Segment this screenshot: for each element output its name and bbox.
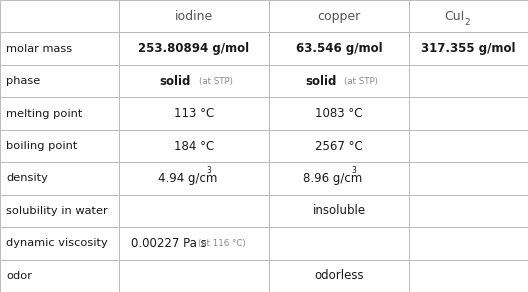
- Text: density: density: [6, 173, 48, 183]
- Bar: [0, 97, 119, 130]
- Bar: [269, 162, 409, 195]
- Bar: [409, 227, 528, 260]
- Text: 3: 3: [352, 166, 356, 175]
- Text: copper: copper: [318, 10, 361, 23]
- Text: molar mass: molar mass: [6, 44, 72, 54]
- Text: odor: odor: [6, 271, 32, 281]
- Bar: [269, 227, 409, 260]
- Text: 4.94 g/cm: 4.94 g/cm: [158, 172, 218, 185]
- Bar: [0, 65, 119, 97]
- Text: 317.355 g/mol: 317.355 g/mol: [421, 42, 516, 55]
- Bar: [409, 65, 528, 97]
- Bar: [119, 130, 269, 162]
- Text: insoluble: insoluble: [313, 204, 366, 217]
- Bar: [269, 65, 409, 97]
- Bar: [409, 130, 528, 162]
- Bar: [119, 260, 269, 292]
- Text: (at STP): (at STP): [199, 77, 233, 86]
- Text: dynamic viscosity: dynamic viscosity: [6, 238, 108, 248]
- Bar: [269, 260, 409, 292]
- Bar: [269, 32, 409, 65]
- Text: melting point: melting point: [6, 109, 83, 119]
- Text: 1083 °C: 1083 °C: [316, 107, 363, 120]
- Bar: [269, 195, 409, 227]
- Bar: [0, 32, 119, 65]
- Bar: [0, 0, 119, 32]
- Bar: [119, 97, 269, 130]
- Text: CuI: CuI: [444, 10, 465, 23]
- Bar: [0, 195, 119, 227]
- Bar: [119, 162, 269, 195]
- Text: 113 °C: 113 °C: [174, 107, 214, 120]
- Text: solubility in water: solubility in water: [6, 206, 108, 216]
- Bar: [119, 32, 269, 65]
- Bar: [119, 227, 269, 260]
- Bar: [0, 260, 119, 292]
- Bar: [409, 32, 528, 65]
- Bar: [119, 0, 269, 32]
- Text: 8.96 g/cm: 8.96 g/cm: [303, 172, 363, 185]
- Text: solid: solid: [305, 75, 336, 88]
- Text: 3: 3: [206, 166, 211, 175]
- Text: 184 °C: 184 °C: [174, 140, 214, 152]
- Text: 0.00227 Pa s: 0.00227 Pa s: [131, 237, 206, 250]
- Bar: [409, 162, 528, 195]
- Text: solid: solid: [160, 75, 191, 88]
- Text: boiling point: boiling point: [6, 141, 78, 151]
- Text: 63.546 g/mol: 63.546 g/mol: [296, 42, 383, 55]
- Text: 253.80894 g/mol: 253.80894 g/mol: [138, 42, 250, 55]
- Text: (at 116 °C): (at 116 °C): [197, 239, 246, 248]
- Bar: [409, 195, 528, 227]
- Bar: [409, 0, 528, 32]
- Bar: [269, 130, 409, 162]
- Text: phase: phase: [6, 76, 41, 86]
- Bar: [409, 97, 528, 130]
- Text: iodine: iodine: [175, 10, 213, 23]
- Text: 2567 °C: 2567 °C: [315, 140, 363, 152]
- Bar: [269, 97, 409, 130]
- Bar: [0, 162, 119, 195]
- Bar: [269, 0, 409, 32]
- Bar: [409, 260, 528, 292]
- Bar: [0, 227, 119, 260]
- Bar: [119, 65, 269, 97]
- Bar: [119, 195, 269, 227]
- Text: (at STP): (at STP): [344, 77, 379, 86]
- Text: 2: 2: [465, 18, 470, 27]
- Text: odorless: odorless: [315, 269, 364, 282]
- Bar: [0, 130, 119, 162]
